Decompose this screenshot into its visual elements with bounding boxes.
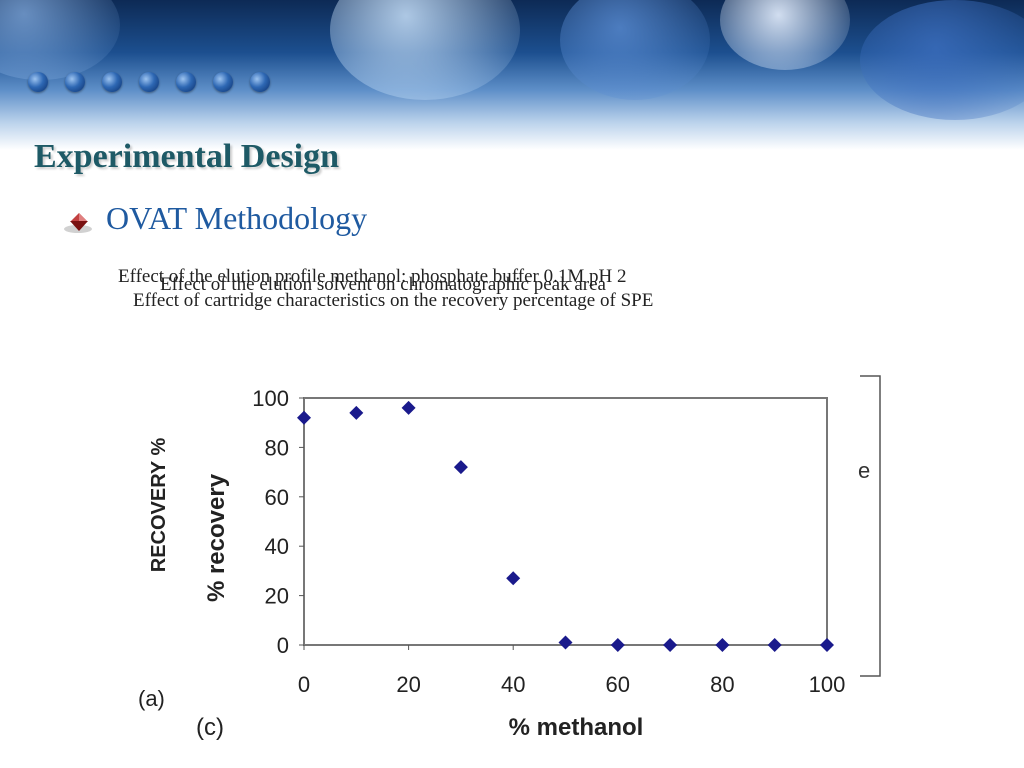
decor-dot — [250, 72, 270, 92]
panel-label-a: (a) — [138, 686, 165, 711]
data-point — [349, 405, 364, 420]
x-tick-label: 100 — [809, 672, 846, 697]
overlay-caption-elution-solvent: Effect of the elution solvent on chromat… — [160, 274, 606, 295]
decor-dot — [213, 72, 233, 92]
y-tick-label: 60 — [265, 485, 289, 510]
data-point — [820, 638, 834, 652]
header-banner — [0, 0, 1024, 150]
x-tick-label: 0 — [298, 672, 310, 697]
plot-frame — [303, 397, 828, 646]
data-point — [610, 638, 625, 652]
y-tick-label: 0 — [277, 633, 289, 658]
molecule-sphere — [560, 0, 710, 100]
overlay-caption-cartridge: Effect of cartridge characteristics on t… — [133, 290, 654, 311]
data-point — [506, 571, 521, 586]
decor-dot — [139, 72, 159, 92]
decor-dot — [102, 72, 122, 92]
decor-dot — [28, 72, 48, 92]
legend-fragment: e — [858, 458, 870, 483]
y-axis-title-outer: RECOVERY % — [148, 438, 170, 573]
data-point — [401, 400, 416, 415]
x-tick-label: 20 — [396, 672, 420, 697]
y-axis-title: % recovery — [203, 473, 230, 602]
x-tick-label: 40 — [501, 672, 525, 697]
y-tick-label: 100 — [252, 386, 289, 411]
molecule-sphere — [860, 0, 1024, 120]
x-tick-label: 60 — [606, 672, 630, 697]
y-tick-label: 40 — [265, 534, 289, 559]
bullet-arrow-icon — [64, 213, 92, 233]
decor-dot — [176, 72, 196, 92]
data-point — [297, 410, 311, 425]
data-point — [767, 638, 782, 652]
data-point — [715, 638, 730, 652]
data-point — [663, 638, 678, 652]
data-point — [558, 635, 573, 650]
data-point — [453, 460, 468, 475]
slide-title: Experimental Design — [34, 138, 340, 175]
y-tick-label: 80 — [265, 435, 289, 460]
bullet-text: OVAT Methodology — [106, 200, 368, 236]
panel-label-c: (c) — [196, 714, 224, 741]
decor-dot — [65, 72, 85, 92]
x-tick-label: 80 — [710, 672, 734, 697]
x-axis-title: % methanol — [509, 714, 644, 741]
overlay-caption-elution-profile: Effect of the elution profile methanol: … — [118, 266, 627, 287]
y-tick-label: 20 — [265, 584, 289, 609]
figure-bracket — [860, 375, 881, 677]
